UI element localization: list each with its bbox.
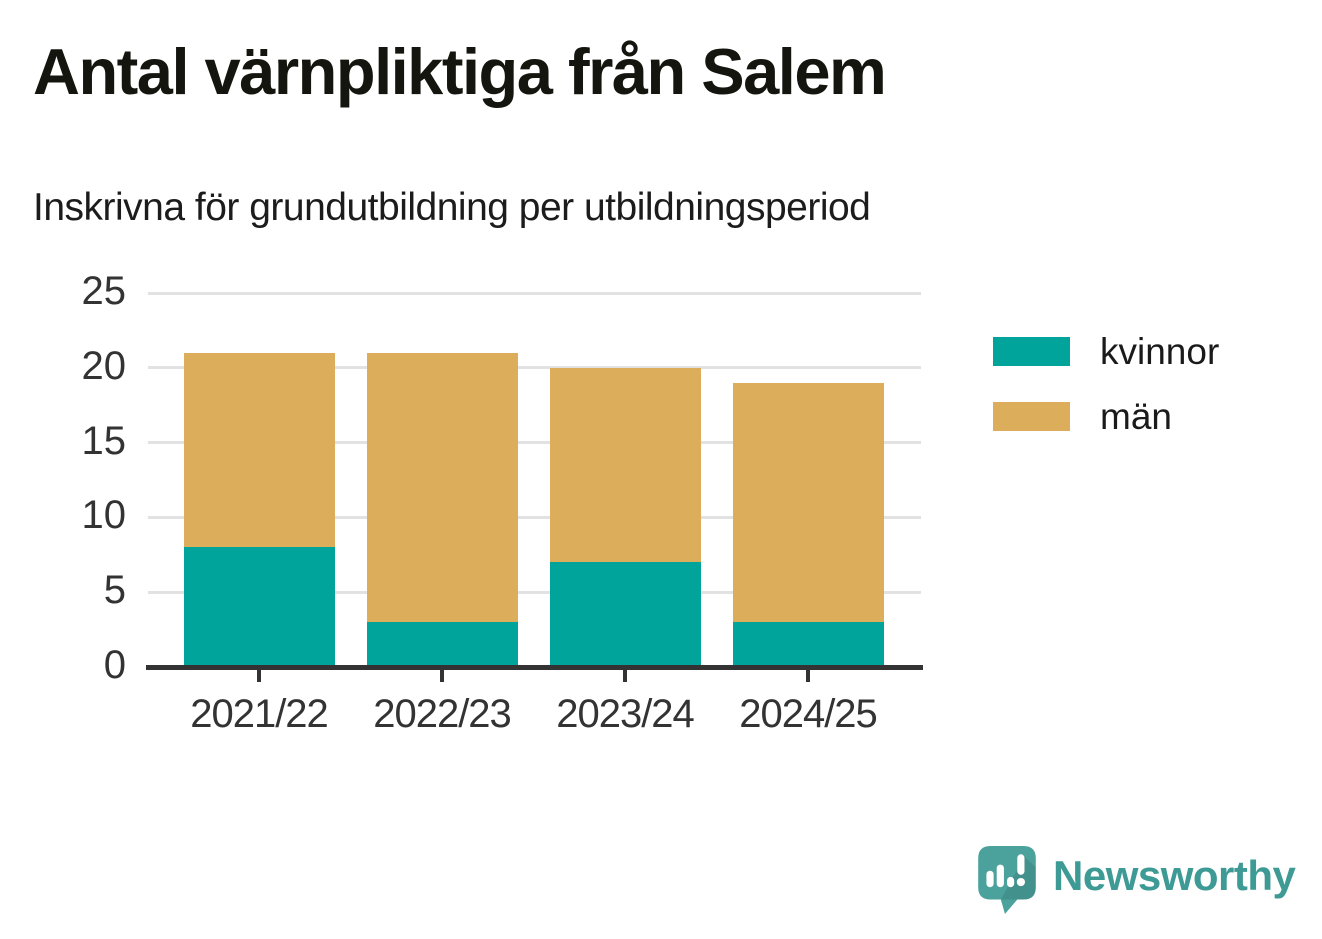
legend-item-män: män <box>993 398 1219 435</box>
y-axis-tick-label: 0 <box>103 643 126 687</box>
bar-segment-kvinnor-2021/22 <box>183 547 335 667</box>
legend-label: män <box>1100 396 1172 437</box>
legend-swatch-män <box>993 402 1070 431</box>
logo-exclamation-bar <box>1017 854 1025 875</box>
y-axis-tick-label: 25 <box>81 269 127 313</box>
logo-bar-3 <box>1007 876 1015 888</box>
bar-segment-kvinnor-2024/25 <box>732 622 884 667</box>
bar-segment-män-2023/24 <box>549 367 701 563</box>
logo-shade <box>1000 856 1036 900</box>
x-axis-tick <box>257 669 261 682</box>
y-axis-tick-label: 20 <box>81 343 127 388</box>
bar-segment-män-2024/25 <box>732 382 884 623</box>
x-axis-tick-label: 2022/23 <box>373 692 512 736</box>
gridline-y-15 <box>148 441 921 445</box>
x-axis-tick-label: 2024/25 <box>739 692 878 736</box>
gridline-y-5 <box>148 590 921 594</box>
x-axis-tick <box>806 669 810 682</box>
x-axis-tick <box>440 669 444 682</box>
x-axis-tick-label: 2021/22 <box>190 692 329 736</box>
bar-segment-män-2022/23 <box>366 352 518 623</box>
chart-legend: kvinnor män <box>993 333 1219 463</box>
y-axis-tick-label: 15 <box>81 418 127 463</box>
chart-title: Antal värnpliktiga från Salem <box>33 35 887 108</box>
newsworthy-logo-icon <box>978 846 1036 914</box>
gridline-y-25 <box>148 291 921 295</box>
logo-bar-2 <box>996 864 1004 888</box>
bar-segment-kvinnor-2023/24 <box>549 562 701 667</box>
legend-item-kvinnor: kvinnor <box>993 333 1219 370</box>
x-axis-tick <box>623 669 627 682</box>
gridline-y-20 <box>148 366 921 370</box>
newsworthy-branding: Newsworthy <box>976 844 1296 916</box>
y-axis-tick-label: 10 <box>81 493 127 538</box>
gridline-y-10 <box>148 515 921 519</box>
x-axis-tick-label: 2023/24 <box>556 692 695 736</box>
logo-bar-1 <box>986 870 994 888</box>
y-axis-tick-label: 5 <box>103 568 126 613</box>
legend-swatch-kvinnor <box>993 337 1070 366</box>
x-axis-line <box>146 664 923 670</box>
legend-label: kvinnor <box>1100 331 1220 372</box>
bar-segment-kvinnor-2022/23 <box>366 622 518 667</box>
bar-segment-män-2021/22 <box>183 352 335 548</box>
newsworthy-logo-text: Newsworthy <box>1053 852 1296 899</box>
logo-exclamation-dot <box>1016 877 1025 887</box>
chart-subtitle: Inskrivna för grundutbildning per utbild… <box>33 186 871 229</box>
